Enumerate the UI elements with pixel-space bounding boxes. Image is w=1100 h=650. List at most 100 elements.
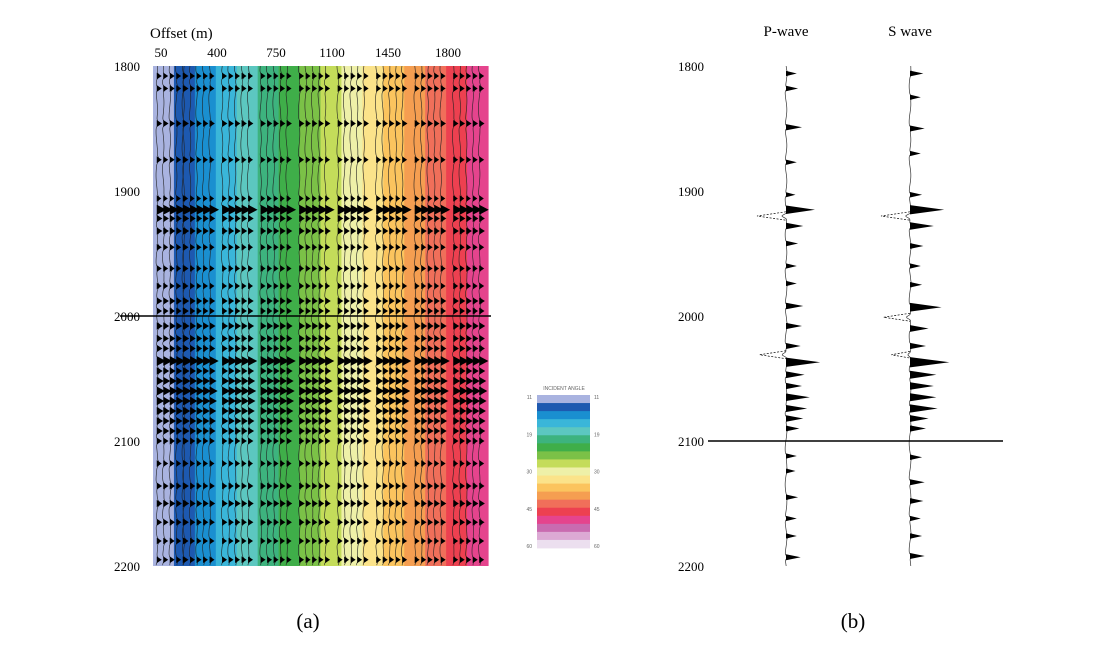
trace-peak: [402, 120, 408, 127]
trace-peak: [203, 307, 209, 315]
trace-peak: [156, 556, 162, 564]
trace-peak: [363, 367, 370, 375]
trace-peak: [344, 437, 350, 445]
trace-peak: [280, 376, 288, 386]
trace-peak: [344, 386, 353, 396]
trace-peak: [196, 367, 203, 375]
trace-peak: [235, 386, 244, 396]
trace-peak: [421, 72, 427, 80]
trace-peak: [440, 195, 446, 202]
trace-peak: [196, 376, 204, 386]
trace-peak: [472, 367, 479, 375]
trace-peak: [203, 386, 212, 396]
trace-peak: [169, 195, 175, 202]
trace-peak: [786, 343, 801, 349]
trace-peak: [209, 537, 215, 545]
trace-peak: [337, 156, 343, 164]
trace-peak: [427, 396, 436, 406]
trace-peak: [402, 297, 408, 305]
trace-peak: [267, 282, 273, 290]
trace-peak: [479, 227, 485, 235]
trace-peak: [402, 407, 409, 415]
trace-peak: [228, 367, 235, 375]
trace-peak: [156, 156, 162, 164]
trace-peak: [325, 460, 331, 467]
colorbar-tick-left: 19: [526, 432, 532, 438]
trace-peak: [427, 195, 433, 202]
trace-peak: [434, 427, 441, 435]
trace-peak: [434, 307, 440, 315]
trace-peak: [203, 482, 209, 490]
trace-peak: [222, 334, 228, 343]
trace-peak: [176, 499, 182, 508]
trace-peak: [286, 537, 292, 545]
trace-peak: [363, 307, 369, 315]
trace-peak: [248, 297, 254, 305]
trace-peak: [209, 518, 215, 526]
trace-peak: [427, 243, 433, 251]
trace-peak: [376, 322, 383, 330]
trace-peak: [222, 344, 228, 353]
trace-peak: [176, 356, 186, 366]
trace-peak: [260, 556, 266, 564]
trace-peak: [196, 460, 202, 467]
trace-peak: [466, 376, 474, 386]
trace-peak: [337, 85, 343, 92]
trace-peak: [222, 376, 230, 386]
trace-peak: [196, 85, 202, 92]
trace-peak: [453, 297, 459, 305]
trace-peak: [376, 537, 382, 545]
trace-peak: [479, 356, 489, 366]
trace-peak: [382, 204, 393, 215]
trace-peak: [176, 437, 182, 445]
trace-peak: [786, 415, 804, 422]
trace-peak: [163, 356, 173, 366]
trace-peak: [344, 156, 350, 164]
trace-peak: [382, 417, 390, 425]
trace-peak: [156, 307, 163, 315]
trace-peak: [344, 282, 350, 290]
trace-peak: [241, 344, 248, 353]
trace-peak: [350, 417, 357, 425]
trace-peak: [196, 356, 206, 366]
trace-peak: [286, 297, 293, 305]
trace-peak: [196, 437, 202, 445]
trace-peak: [363, 556, 369, 564]
trace-peak: [479, 204, 489, 215]
trace-peak: [196, 518, 202, 526]
trace-peak: [190, 243, 195, 251]
trace-peak: [222, 386, 231, 396]
trace-peak: [389, 214, 395, 223]
trace-peak: [910, 404, 938, 413]
trace-peak: [357, 427, 364, 435]
trace-peak: [344, 518, 350, 526]
trace-peak: [241, 85, 247, 92]
trace-peak: [190, 334, 196, 343]
trace-peak: [267, 307, 273, 315]
trace-peak: [241, 307, 247, 315]
trace-peak: [196, 556, 202, 564]
trace-peak: [427, 297, 434, 305]
trace-peak: [395, 437, 401, 445]
trace-peak: [434, 265, 440, 272]
trace-peak: [453, 407, 460, 415]
trace-peak: [376, 72, 382, 80]
trace-peak: [190, 85, 195, 92]
trace-peak: [312, 518, 318, 526]
trace-peak: [312, 120, 318, 127]
trace-peak: [363, 195, 369, 202]
trace-peak: [344, 407, 351, 415]
trace-peak: [382, 85, 388, 92]
trace-peak: [312, 376, 320, 386]
trace-peak: [267, 214, 273, 223]
trace-peak: [183, 417, 190, 425]
trace-peak: [318, 72, 324, 80]
trace-peak: [248, 214, 254, 223]
trace-peak: [434, 537, 440, 545]
trace-peak: [363, 120, 369, 127]
trace-peak: [344, 297, 350, 305]
trace-peak: [389, 120, 395, 127]
trace-peak: [389, 396, 397, 406]
trace-peak: [325, 537, 331, 545]
trace-peak: [389, 518, 395, 526]
